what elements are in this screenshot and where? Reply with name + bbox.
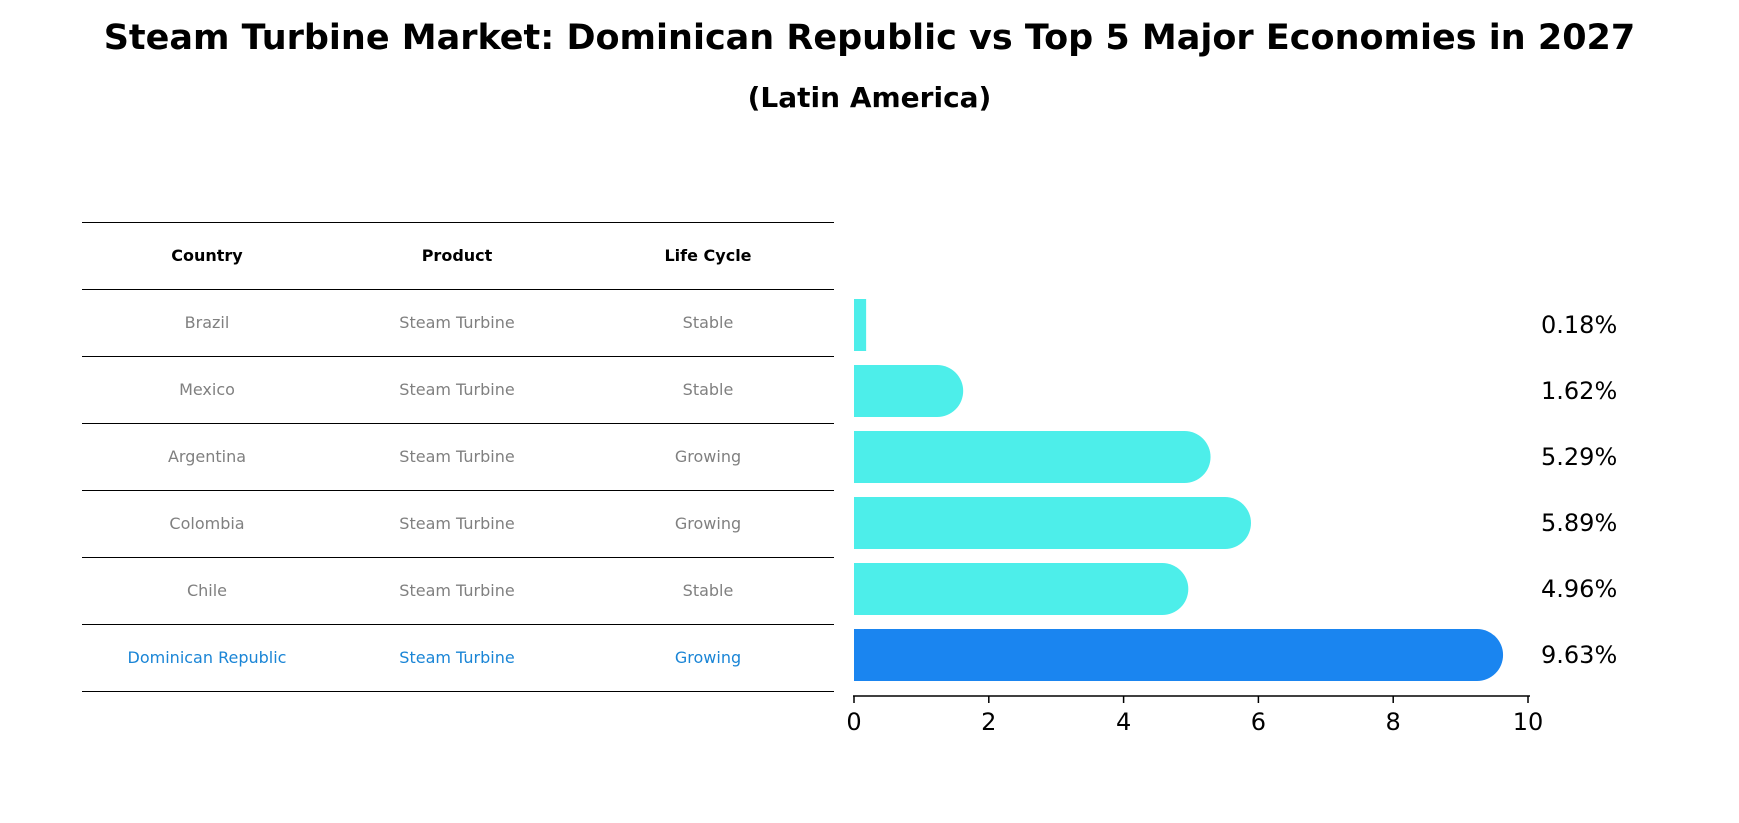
- bar-dominican-republic: [854, 629, 1504, 681]
- table-row-highlight: Dominican Republic Steam Turbine Growing: [82, 624, 834, 692]
- header-product: Product: [421, 246, 493, 265]
- cell-product: Steam Turbine: [399, 581, 515, 600]
- data-label: 0.18%: [1541, 311, 1617, 339]
- data-label: 4.96%: [1541, 575, 1617, 603]
- table-header-row: Country Product Life Cycle: [82, 222, 834, 289]
- cell-country: Argentina: [167, 447, 247, 466]
- table-row: Colombia Steam Turbine Growing: [82, 490, 834, 557]
- table-row: Brazil Steam Turbine Stable: [82, 289, 834, 356]
- cell-product: Steam Turbine: [399, 313, 515, 332]
- cell-life-cycle: Growing: [674, 514, 742, 533]
- bar-argentina: [854, 431, 1211, 483]
- x-tick-label: 0: [846, 708, 861, 736]
- x-tick-label: 6: [1251, 708, 1266, 736]
- x-tick-label: 4: [1116, 708, 1131, 736]
- cell-country: Colombia: [169, 514, 245, 533]
- cell-product: Steam Turbine: [399, 447, 515, 466]
- cell-country: Dominican Republic: [127, 648, 287, 667]
- x-tick-label: 2: [981, 708, 996, 736]
- data-label: 1.62%: [1541, 377, 1617, 405]
- table-row: Chile Steam Turbine Stable: [82, 557, 834, 624]
- x-tick-label: 8: [1386, 708, 1401, 736]
- cell-country: Mexico: [179, 380, 235, 399]
- table-row: Mexico Steam Turbine Stable: [82, 356, 834, 423]
- header-country: Country: [171, 246, 243, 265]
- cell-product: Steam Turbine: [399, 648, 515, 667]
- cell-product: Steam Turbine: [399, 380, 515, 399]
- bar-brazil: [854, 299, 867, 351]
- x-tick-label: 10: [1513, 708, 1544, 736]
- cell-life-cycle: Stable: [682, 581, 734, 600]
- data-label: 9.63%: [1541, 641, 1617, 669]
- cell-life-cycle: Stable: [682, 380, 734, 399]
- bar-chile: [854, 563, 1189, 615]
- data-label: 5.89%: [1541, 509, 1617, 537]
- bar-colombia: [854, 497, 1251, 549]
- cell-life-cycle: Stable: [682, 313, 734, 332]
- bar-mexico: [854, 365, 964, 417]
- cell-life-cycle: Growing: [674, 648, 742, 667]
- table-row: Argentina Steam Turbine Growing: [82, 423, 834, 490]
- chart-subtitle: (Latin America): [747, 81, 992, 114]
- cell-country: Brazil: [184, 313, 230, 332]
- header-life-cycle: Life Cycle: [664, 246, 752, 265]
- chart-title: Steam Turbine Market: Dominican Republic…: [103, 18, 1636, 58]
- data-label: 5.29%: [1541, 443, 1617, 471]
- data-table: Country Product Life Cycle Brazil Steam …: [82, 222, 834, 692]
- cell-country: Chile: [186, 581, 228, 600]
- cell-product: Steam Turbine: [399, 514, 515, 533]
- cell-life-cycle: Growing: [674, 447, 742, 466]
